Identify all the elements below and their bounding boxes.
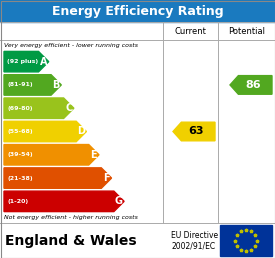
Polygon shape: [4, 191, 124, 212]
Polygon shape: [173, 122, 215, 141]
Text: EU Directive
2002/91/EC: EU Directive 2002/91/EC: [171, 231, 218, 250]
Text: B: B: [53, 80, 60, 90]
Polygon shape: [4, 51, 49, 72]
Text: (55-68): (55-68): [7, 129, 33, 134]
Text: F: F: [103, 173, 110, 183]
Polygon shape: [4, 168, 112, 188]
Text: D: D: [77, 126, 85, 136]
Polygon shape: [230, 76, 272, 94]
Polygon shape: [4, 121, 86, 142]
Bar: [220, 225, 272, 256]
Text: E: E: [90, 150, 97, 160]
Text: (39-54): (39-54): [7, 152, 33, 157]
Polygon shape: [4, 144, 99, 165]
Text: (81-91): (81-91): [7, 82, 33, 87]
Text: 86: 86: [245, 80, 261, 90]
Text: Potential: Potential: [228, 27, 265, 36]
Text: Current: Current: [175, 27, 207, 36]
Text: 63: 63: [188, 126, 204, 136]
Text: (69-80): (69-80): [7, 106, 32, 111]
Text: Energy Efficiency Rating: Energy Efficiency Rating: [52, 4, 223, 18]
Text: (21-38): (21-38): [7, 176, 33, 181]
Polygon shape: [4, 98, 74, 118]
Text: Very energy efficient - lower running costs: Very energy efficient - lower running co…: [4, 43, 138, 47]
Polygon shape: [4, 75, 61, 95]
Text: Not energy efficient - higher running costs: Not energy efficient - higher running co…: [4, 215, 138, 221]
Text: A: A: [40, 57, 47, 67]
Text: C: C: [65, 103, 72, 113]
Bar: [0, 0, 275, 22]
Text: (1-20): (1-20): [7, 199, 28, 204]
Text: (92 plus): (92 plus): [7, 59, 38, 64]
Text: G: G: [115, 196, 123, 206]
Text: England & Wales: England & Wales: [5, 233, 137, 247]
